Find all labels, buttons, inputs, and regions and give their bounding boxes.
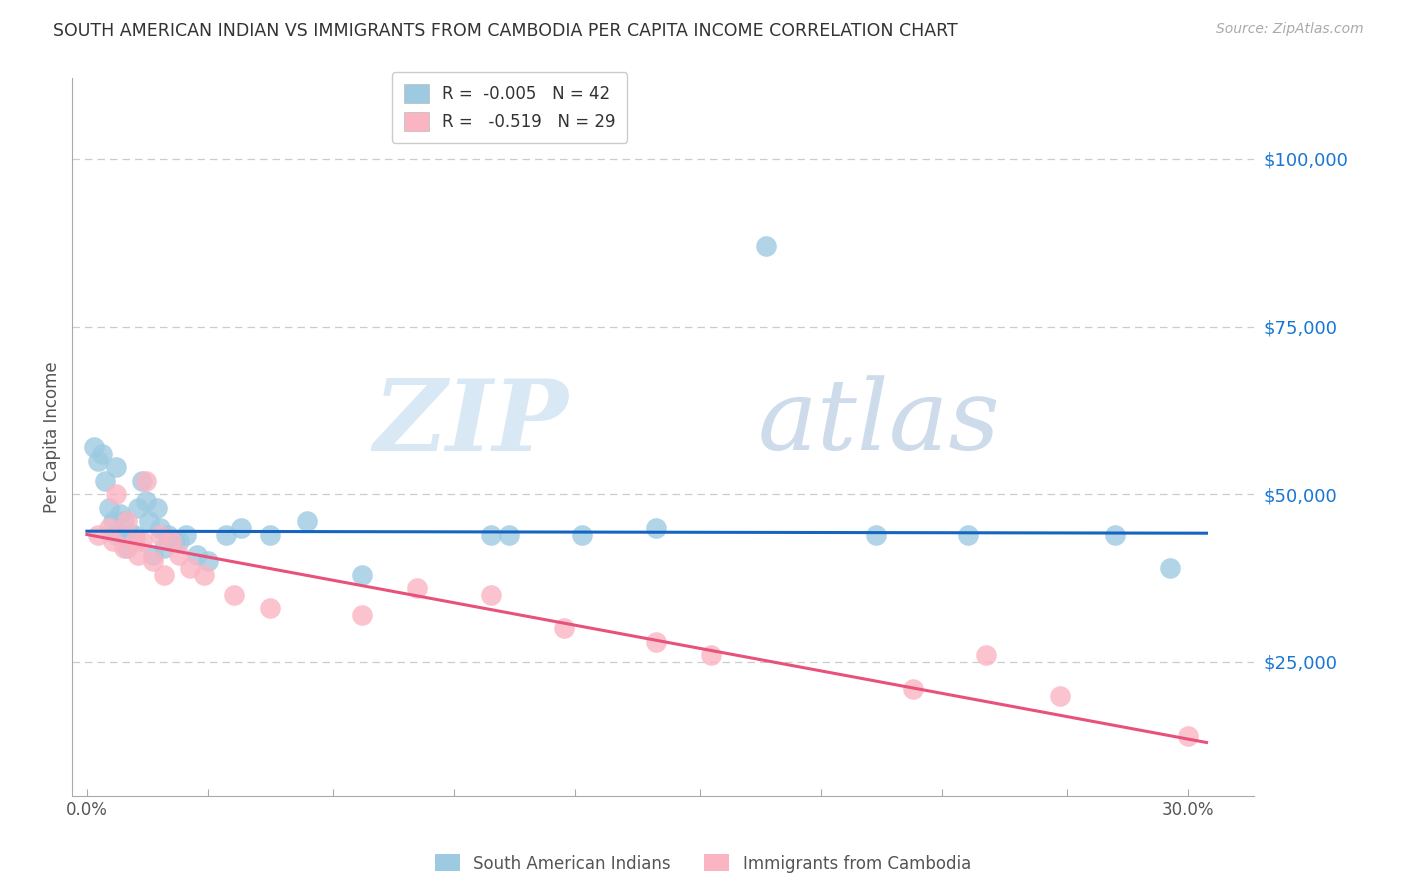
- Y-axis label: Per Capita Income: Per Capita Income: [44, 361, 60, 513]
- Point: [142, 548, 165, 562]
- Point: [97, 500, 120, 515]
- Point: [956, 527, 979, 541]
- Point: [1049, 689, 1071, 703]
- Point: [193, 567, 215, 582]
- Point: [571, 527, 593, 541]
- Point: [186, 548, 208, 562]
- Point: [352, 608, 374, 623]
- Point: [131, 474, 153, 488]
- Point: [135, 494, 157, 508]
- Point: [197, 554, 219, 568]
- Text: SOUTH AMERICAN INDIAN VS IMMIGRANTS FROM CAMBODIA PER CAPITA INCOME CORRELATION : SOUTH AMERICAN INDIAN VS IMMIGRANTS FROM…: [53, 22, 957, 40]
- Point: [229, 521, 252, 535]
- Point: [105, 460, 128, 475]
- Point: [138, 514, 160, 528]
- Point: [94, 474, 117, 488]
- Point: [700, 648, 723, 663]
- Point: [117, 514, 139, 528]
- Point: [117, 541, 139, 555]
- Point: [142, 554, 165, 568]
- Point: [149, 521, 172, 535]
- Point: [145, 500, 167, 515]
- Text: atlas: atlas: [758, 376, 1001, 471]
- Point: [87, 527, 110, 541]
- Legend: South American Indians, Immigrants from Cambodia: South American Indians, Immigrants from …: [429, 847, 977, 880]
- Point: [124, 527, 146, 541]
- Point: [97, 521, 120, 535]
- Point: [295, 514, 318, 528]
- Point: [112, 514, 135, 528]
- Point: [406, 581, 429, 595]
- Point: [120, 527, 142, 541]
- Point: [135, 474, 157, 488]
- Point: [90, 447, 112, 461]
- Point: [127, 500, 149, 515]
- Point: [101, 514, 124, 528]
- Point: [83, 440, 105, 454]
- Legend: R =  -0.005   N = 42, R =   -0.519   N = 29: R = -0.005 N = 42, R = -0.519 N = 29: [392, 72, 627, 143]
- Point: [101, 534, 124, 549]
- Point: [553, 622, 575, 636]
- Point: [974, 648, 997, 663]
- Point: [108, 508, 131, 522]
- Point: [167, 534, 190, 549]
- Point: [153, 567, 176, 582]
- Point: [644, 521, 666, 535]
- Point: [1104, 527, 1126, 541]
- Text: ZIP: ZIP: [374, 375, 568, 471]
- Point: [179, 561, 201, 575]
- Point: [124, 534, 146, 549]
- Point: [901, 681, 924, 696]
- Point: [755, 239, 778, 253]
- Point: [153, 541, 176, 555]
- Point: [1159, 561, 1181, 575]
- Point: [156, 527, 179, 541]
- Point: [865, 527, 887, 541]
- Point: [174, 527, 197, 541]
- Point: [167, 548, 190, 562]
- Point: [160, 534, 183, 549]
- Point: [105, 527, 128, 541]
- Point: [105, 487, 128, 501]
- Point: [163, 534, 186, 549]
- Point: [1177, 729, 1199, 743]
- Point: [644, 635, 666, 649]
- Point: [479, 588, 502, 602]
- Point: [112, 527, 135, 541]
- Point: [87, 454, 110, 468]
- Point: [149, 527, 172, 541]
- Text: Source: ZipAtlas.com: Source: ZipAtlas.com: [1216, 22, 1364, 37]
- Point: [215, 527, 238, 541]
- Point: [131, 534, 153, 549]
- Point: [222, 588, 245, 602]
- Point: [259, 601, 281, 615]
- Point: [259, 527, 281, 541]
- Point: [112, 541, 135, 555]
- Point: [479, 527, 502, 541]
- Point: [352, 567, 374, 582]
- Point: [498, 527, 520, 541]
- Point: [127, 548, 149, 562]
